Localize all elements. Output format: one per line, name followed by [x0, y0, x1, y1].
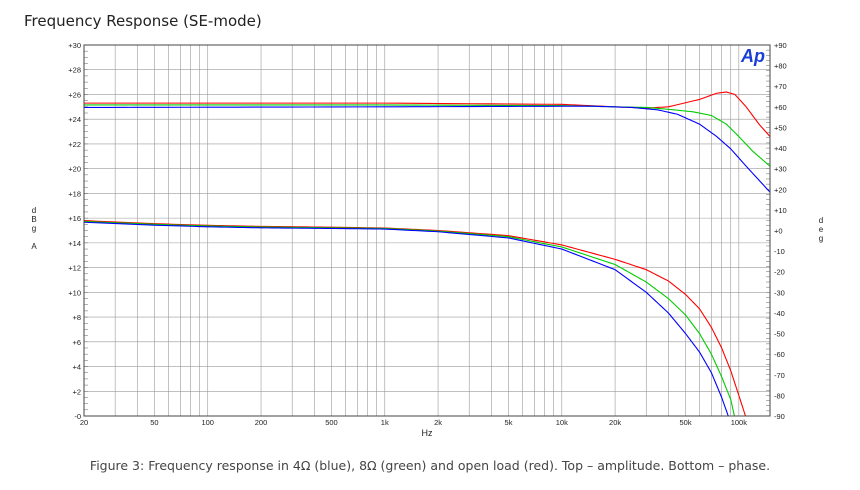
right-tick-label: +0 — [774, 227, 783, 236]
series-layer — [84, 91, 770, 416]
svg-text:g: g — [32, 224, 36, 233]
x-tick-label: 5k — [505, 418, 513, 427]
right-tick-label: -90 — [774, 412, 785, 421]
right-tick-label: -50 — [774, 330, 785, 339]
plot-frame — [83, 44, 771, 417]
right-tick-label: -20 — [774, 268, 785, 277]
amplitude-series-line — [84, 91, 770, 137]
figure-caption: Figure 3: Frequency response in 4Ω (blue… — [89, 458, 771, 473]
x-axis-label: Hz — [422, 428, 433, 438]
x-tick-label: 100k — [731, 418, 748, 427]
right-tick-label: +70 — [774, 82, 787, 91]
right-tick-label: +60 — [774, 103, 787, 112]
left-tick-label: +16 — [68, 214, 81, 223]
x-tick-label: 1k — [381, 418, 389, 427]
x-tick-label: 20k — [609, 418, 621, 427]
frequency-response-chart: +30 +28 +26 +24 +22 +20 +18 +16 +14 +12 +10 +8 +6 +4 +… — [31, 41, 824, 438]
right-tick-label: -80 — [774, 391, 785, 400]
right-tick-label: -10 — [774, 247, 785, 256]
right-tick-label: -70 — [774, 371, 785, 380]
left-tick-label: +26 — [68, 90, 81, 99]
x-tick-label: 20 — [80, 418, 88, 427]
amplitude-series-line — [84, 104, 770, 167]
right-tick-label: -40 — [774, 309, 785, 318]
right-tick-label: +80 — [774, 62, 787, 71]
x-tick-label: 10k — [556, 418, 568, 427]
left-tick-label: +4 — [72, 363, 81, 372]
x-tick-label: 50k — [679, 418, 691, 427]
left-tick-label: +8 — [72, 313, 81, 322]
right-tick-label: +20 — [774, 185, 787, 194]
x-tick-label: 200 — [255, 418, 268, 427]
right-tick-label: -60 — [774, 350, 785, 359]
x-axis-ticks: 20 50 100 200 500 1k 2k 5k 10k 20k 50k 100k — [80, 418, 747, 427]
phase-series-line — [84, 220, 747, 416]
x-tick-label: 100 — [201, 418, 214, 427]
phase-series-line — [84, 221, 729, 416]
svg-text:e: e — [819, 225, 824, 234]
left-tick-label: +30 — [68, 41, 81, 50]
amplitude-series-line — [84, 105, 770, 193]
left-tick-label: +24 — [68, 115, 81, 124]
ap-logo: Ap — [740, 46, 765, 66]
svg-text:B: B — [31, 215, 36, 224]
left-tick-label: -0 — [74, 412, 81, 421]
svg-text:d: d — [32, 206, 36, 215]
svg-text:g: g — [819, 234, 823, 243]
right-tick-label: +90 — [774, 41, 787, 50]
right-tick-label: -30 — [774, 288, 785, 297]
left-axis-label: d B g A — [31, 206, 37, 251]
chart-title: Frequency Response (SE-mode) — [24, 12, 262, 30]
right-tick-label: +30 — [774, 165, 787, 174]
right-tick-label: +40 — [774, 144, 787, 153]
left-tick-label: +28 — [68, 66, 81, 75]
left-tick-label: +22 — [68, 140, 81, 149]
left-tick-label: +2 — [72, 387, 81, 396]
svg-text:A: A — [31, 242, 37, 251]
svg-text:d: d — [819, 216, 823, 225]
right-tick-label: +10 — [774, 206, 787, 215]
right-axis-label: d e g — [819, 216, 824, 243]
left-tick-label: +18 — [68, 189, 81, 198]
right-tick-label: +50 — [774, 123, 787, 132]
left-tick-label: +12 — [68, 264, 81, 273]
x-tick-label: 500 — [325, 418, 338, 427]
left-tick-label: +14 — [68, 239, 81, 248]
left-tick-label: +20 — [68, 165, 81, 174]
x-tick-label: 50 — [150, 418, 158, 427]
left-tick-label: +6 — [72, 338, 81, 347]
left-tick-label: +10 — [68, 288, 81, 297]
x-tick-label: 2k — [434, 418, 442, 427]
phase-series-line — [84, 220, 735, 416]
left-axis-ticks: +30 +28 +26 +24 +22 +20 +18 +16 +14 +12 +10 +8 +6 +4 +… — [68, 41, 88, 421]
